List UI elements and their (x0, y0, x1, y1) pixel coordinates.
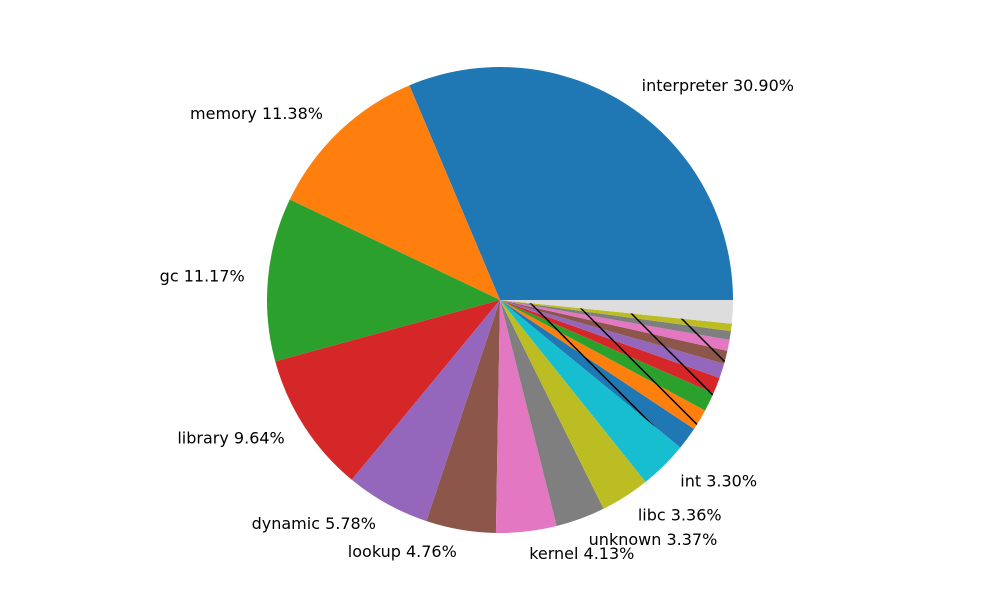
pie-label-0: interpreter 30.90% (642, 76, 794, 95)
pie-label-1: memory 11.38% (190, 104, 323, 123)
pie-slice-5 (426, 300, 500, 533)
pie-slice-hatch-18 (500, 300, 732, 332)
pie-slice-0 (409, 67, 733, 300)
pie-label-7: unknown 3.37% (589, 530, 718, 549)
pie-slice-hatch-11 (500, 300, 706, 429)
pie-slice-hatch-17 (500, 300, 731, 340)
pie-slice-hatch-10 (500, 300, 695, 448)
pie-slice-8 (500, 300, 646, 509)
pie-slice-hatch-16 (500, 300, 730, 351)
pie-slice-hatch-14 (500, 300, 725, 378)
pie-slice-7 (500, 300, 604, 526)
pie-slice-9 (500, 300, 681, 482)
pie-label-3: library 9.64% (177, 429, 284, 448)
pie-slice-6 (495, 300, 557, 533)
pie-slice-19 (500, 300, 733, 324)
pie-slice-hatch-13 (500, 300, 720, 394)
pie-label-2: gc 11.17% (160, 267, 245, 286)
pie-slice-3 (275, 300, 500, 480)
pie-label-8: libc 3.36% (638, 506, 722, 525)
pie-slice-hatch-15 (500, 300, 728, 364)
pie-label-4: dynamic 5.78% (252, 514, 376, 533)
pie-slices (267, 67, 733, 533)
pie-label-5: lookup 4.76% (348, 542, 457, 561)
pie-label-9: int 3.30% (680, 472, 757, 491)
pie-slice-4 (351, 300, 500, 522)
pie-labels: interpreter 30.90% memory 11.38% gc 11.17%… (160, 76, 794, 563)
pie-label-6: kernel 4.13% (529, 544, 634, 563)
pie-slice-2 (267, 199, 500, 362)
pie-slice-hatch-12 (500, 300, 714, 411)
pie-slice-1 (289, 85, 500, 300)
